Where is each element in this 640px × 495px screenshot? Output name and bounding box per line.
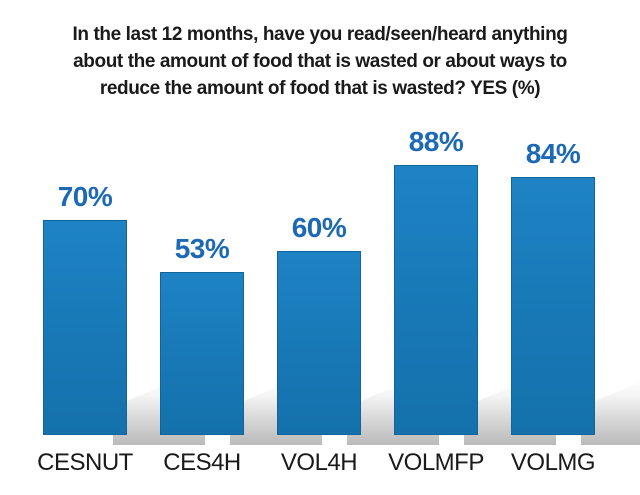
chart-title-line-1: In the last 12 months, have you read/see… [72, 24, 568, 45]
chart-title-line-3: reduce the amount of food that is wasted… [99, 78, 541, 99]
value-label-ces4h: 53% [174, 233, 230, 264]
chart-title: In the last 12 months, have you read/see… [0, 21, 640, 102]
bar-vol4h [277, 251, 361, 435]
value-label-volmfp: 88% [408, 126, 464, 157]
category-label-cesnut: CESNUT [37, 449, 133, 476]
value-label-vol4h: 60% [291, 212, 347, 243]
bar-volmfp [394, 165, 478, 435]
bar-volmg [511, 177, 595, 435]
category-label-ces4h: CES4H [163, 449, 241, 476]
category-label-vol4h: VOL4H [280, 449, 358, 476]
category-label-volmg: VOLMG [510, 449, 596, 476]
chart-title-line-2: about the amount of food that is wasted … [73, 51, 567, 72]
value-label-cesnut: 70% [57, 181, 113, 212]
bar-ces4h [160, 272, 244, 435]
value-label-volmg: 84% [525, 138, 581, 169]
bar-cesnut [43, 220, 127, 435]
category-label-volmfp: VOLMFP [388, 449, 484, 476]
